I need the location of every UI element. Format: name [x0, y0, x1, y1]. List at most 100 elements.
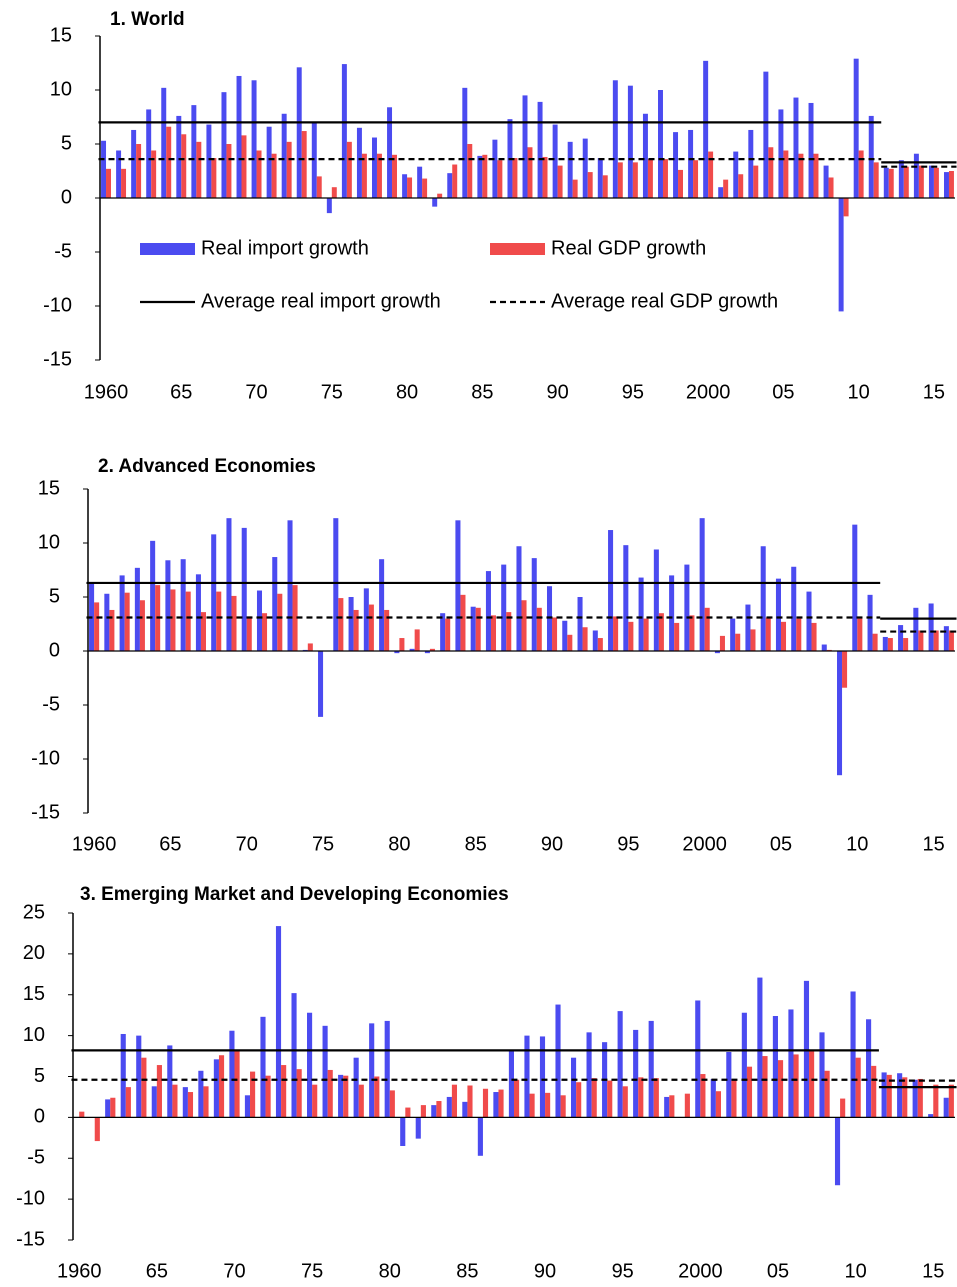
bar	[124, 592, 130, 651]
x-tick-label: 1960	[72, 833, 117, 855]
bar	[746, 1066, 753, 1118]
bar	[498, 1089, 504, 1118]
x-tick-label: 90	[534, 1260, 556, 1282]
bar	[119, 575, 125, 651]
bar	[791, 566, 797, 651]
bar	[944, 172, 949, 198]
bar	[912, 1079, 918, 1118]
bar	[196, 141, 202, 198]
bar	[582, 627, 588, 651]
bar	[765, 617, 771, 651]
bar	[834, 1117, 841, 1186]
bar	[369, 1023, 375, 1118]
y-tick-label: 10	[50, 78, 72, 100]
x-tick-label: 95	[612, 1260, 634, 1282]
y-tick-label: -15	[31, 801, 60, 823]
bar	[467, 1085, 473, 1118]
bar	[664, 1096, 670, 1118]
bar	[688, 129, 694, 198]
x-tick-label: 15	[922, 1260, 944, 1282]
bar	[361, 153, 367, 198]
bar	[632, 162, 638, 198]
bar	[597, 638, 603, 651]
bar	[735, 633, 741, 651]
bar	[191, 105, 197, 198]
y-tick-label: 0	[34, 1106, 45, 1128]
bar	[871, 1065, 877, 1118]
bar	[105, 1099, 111, 1118]
bar	[669, 575, 675, 651]
bar	[134, 567, 140, 651]
x-tick-label: 2000	[678, 1260, 723, 1282]
bar	[933, 167, 939, 198]
bar	[417, 166, 423, 198]
bar	[440, 613, 446, 651]
x-tick-label: 2000	[686, 381, 731, 403]
bar	[198, 1070, 204, 1118]
bar	[211, 534, 217, 651]
bar	[813, 153, 819, 198]
bar	[326, 198, 332, 214]
bar	[684, 564, 690, 651]
bar	[508, 1049, 514, 1118]
bar	[445, 618, 451, 651]
bar	[368, 604, 374, 651]
bar	[793, 97, 799, 198]
bar	[587, 172, 593, 198]
bar	[838, 198, 844, 312]
x-tick-label: 90	[546, 381, 568, 403]
y-tick-label: 0	[49, 639, 60, 661]
bar	[136, 144, 142, 198]
bar	[608, 530, 614, 651]
bar	[803, 980, 810, 1118]
bar	[613, 616, 619, 651]
bar	[708, 151, 714, 198]
bar	[828, 177, 834, 198]
bar	[730, 618, 736, 651]
bar	[811, 622, 817, 651]
bar	[536, 607, 542, 651]
x-tick-label: 80	[379, 1260, 401, 1282]
bar	[231, 595, 237, 651]
bar	[853, 58, 859, 199]
bar	[374, 1076, 380, 1118]
bar	[731, 1079, 737, 1118]
x-tick-label: 15	[923, 833, 945, 855]
bar	[858, 150, 864, 198]
bar	[116, 150, 122, 198]
bar	[695, 1000, 701, 1118]
y-tick-label: -15	[43, 348, 72, 370]
bar	[531, 558, 537, 651]
bar	[522, 95, 528, 198]
bar	[497, 160, 503, 198]
bar	[271, 153, 277, 198]
bar	[216, 591, 222, 651]
bar	[757, 977, 763, 1118]
bar	[567, 634, 573, 651]
bar	[79, 1111, 85, 1118]
y-tick-label: 10	[38, 531, 60, 553]
bar	[493, 1092, 499, 1118]
y-tick-label: 20	[23, 942, 45, 964]
y-tick-label: -5	[54, 240, 72, 262]
x-tick-label: 1960	[57, 1260, 102, 1282]
bar	[948, 630, 954, 651]
bar	[552, 124, 558, 198]
bar	[172, 1084, 178, 1118]
bar	[136, 1035, 142, 1118]
x-tick-label: 65	[170, 381, 192, 403]
bar	[501, 564, 507, 651]
panel-title: 2. Advanced Economies	[98, 456, 316, 477]
legend-label: Average real import growth	[201, 290, 441, 312]
bar	[292, 585, 298, 651]
bar	[187, 1092, 194, 1118]
bar	[490, 615, 497, 651]
bar	[407, 177, 413, 198]
bar	[918, 165, 924, 198]
bar	[577, 597, 583, 651]
bar	[788, 1009, 794, 1118]
bar	[943, 1097, 949, 1118]
bar	[206, 124, 212, 198]
bar	[176, 115, 182, 198]
bar	[291, 993, 297, 1118]
